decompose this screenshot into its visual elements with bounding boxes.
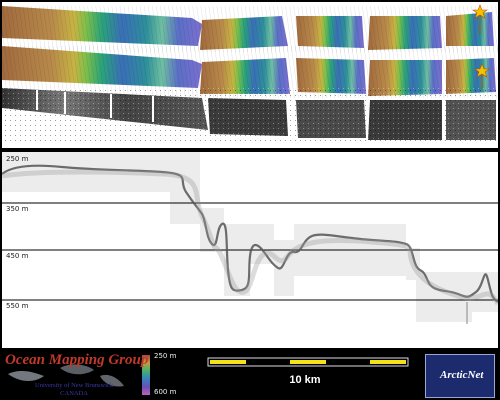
color-legend-bar	[142, 355, 150, 395]
university-line: University of New Brunswick	[35, 382, 114, 389]
seafloor-shadow	[2, 169, 498, 306]
country-line: CANADA	[60, 390, 88, 397]
star-icon	[474, 63, 490, 89]
profile-svg	[2, 152, 498, 324]
ocean-mapping-subtitle: University of New Brunswick CANADA	[35, 382, 113, 398]
ocean-mapping-logo	[8, 364, 124, 387]
legend-top-label: 250 m	[154, 352, 177, 360]
scale-bar-label: 10 km	[289, 374, 321, 386]
backscatter-strip	[2, 88, 498, 142]
arcticnet-logo: ArcticNet	[425, 354, 495, 398]
legend-bottom-label: 600 m	[154, 388, 177, 396]
depth-label-250: 250 m	[6, 155, 29, 163]
depth-label-550: 550 m	[6, 302, 29, 310]
swath-panel	[2, 2, 498, 148]
scale-bar	[207, 357, 409, 367]
footer	[0, 350, 500, 400]
profile-data-blocks	[2, 152, 498, 322]
depth-gridlines	[2, 202, 498, 301]
depth-label-350: 350 m	[6, 205, 29, 213]
seafloor-trace	[2, 164, 498, 303]
ocean-mapping-title: Ocean Mapping Group	[5, 352, 149, 368]
bathymetry-strip-1	[2, 6, 498, 52]
depth-label-450: 450 m	[6, 252, 29, 260]
profile-panel: 250 m 350 m 450 m 550 m	[2, 152, 498, 348]
star-icon	[472, 4, 488, 34]
arcticnet-wordmark: ArcticNet	[440, 369, 484, 381]
swath-svg	[2, 4, 498, 142]
